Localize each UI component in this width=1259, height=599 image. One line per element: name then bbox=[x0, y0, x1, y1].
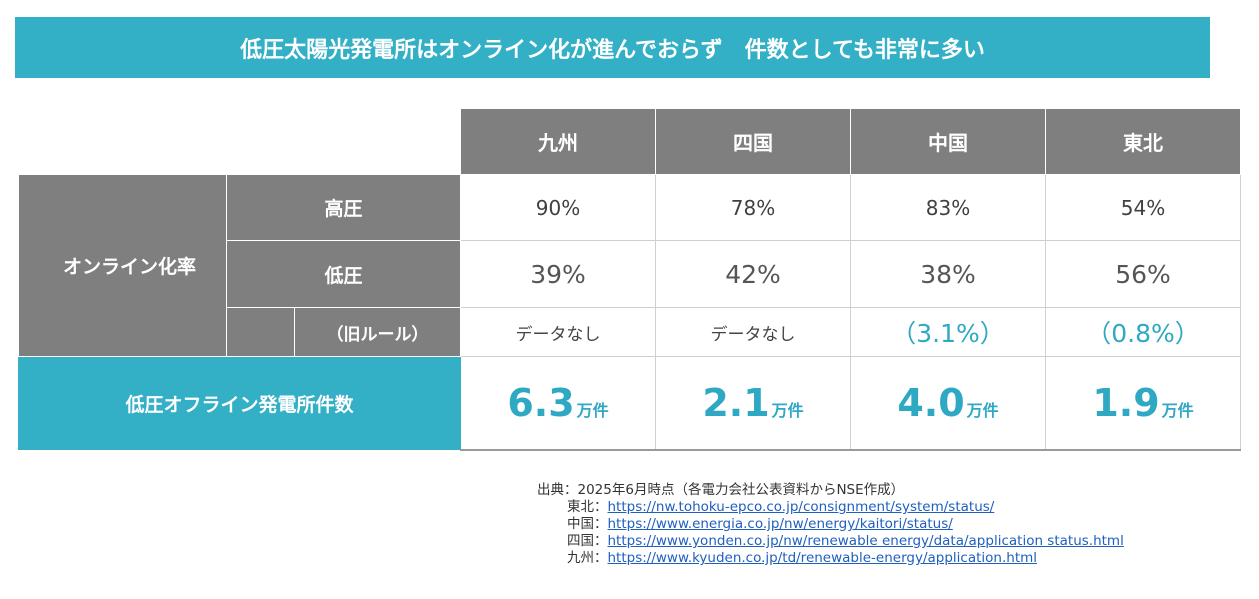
old-rule-kyushu: データなし bbox=[460, 307, 656, 357]
region-header-shikoku: 四国 bbox=[655, 108, 851, 175]
region-header-tohoku: 東北 bbox=[1045, 108, 1241, 175]
source-heading: 出典：2025年6月時点（各電力会社公表資料からNSE作成） bbox=[537, 482, 905, 498]
source-link-chugoku[interactable]: https://www.energia.co.jp/nw/energy/kait… bbox=[607, 516, 953, 532]
source-line-chugoku: 中国：https://www.energia.co.jp/nw/energy/k… bbox=[537, 516, 1124, 533]
region-header-kyushu: 九州 bbox=[460, 108, 656, 175]
old-rule-label: （旧ルール） bbox=[294, 307, 461, 357]
offline-chugoku: 4.0 万件 bbox=[850, 356, 1046, 451]
high-voltage-shikoku: 78% bbox=[655, 174, 851, 241]
online-rate-label: オンライン化率 bbox=[18, 174, 227, 357]
source-line-shikoku: 四国：https://www.yonden.co.jp/nw/renewable… bbox=[537, 533, 1124, 550]
source-region-chugoku: 中国： bbox=[567, 516, 608, 532]
offline-kyushu: 6.3 万件 bbox=[460, 356, 656, 451]
low-voltage-row: 低圧 39% 42% 38% 56% bbox=[19, 240, 1241, 308]
high-voltage-kyushu: 90% bbox=[460, 174, 656, 241]
high-voltage-chugoku: 83% bbox=[850, 174, 1046, 241]
offline-shikoku-value: 2.1 bbox=[702, 380, 770, 425]
old-rule-tohoku: （0.8%） bbox=[1045, 307, 1241, 357]
low-voltage-shikoku: 42% bbox=[655, 240, 851, 308]
corner-blank bbox=[18, 108, 461, 175]
high-voltage-label: 高圧 bbox=[226, 174, 461, 241]
old-rule-shikoku: データなし bbox=[655, 307, 851, 357]
source-region-tohoku: 東北： bbox=[567, 499, 608, 515]
offline-count-label: 低圧オフライン発電所件数 bbox=[18, 356, 461, 450]
source-link-tohoku[interactable]: https://nw.tohoku-epco.co.jp/consignment… bbox=[607, 499, 995, 515]
source-line-kyushu: 九州：https://www.kyuden.co.jp/td/renewable… bbox=[537, 550, 1124, 567]
source-link-kyushu[interactable]: https://www.kyuden.co.jp/td/renewable-en… bbox=[607, 550, 1038, 566]
old-rule-spacer bbox=[226, 307, 295, 357]
online-rate-table: 九州 四国 中国 東北 オンライン化率 高圧 90% 78% 83% 54% 低… bbox=[18, 108, 1241, 451]
offline-tohoku-value: 1.9 bbox=[1092, 380, 1160, 425]
offline-kyushu-value: 6.3 bbox=[507, 380, 575, 425]
header-row: 九州 四国 中国 東北 bbox=[18, 108, 1241, 175]
low-voltage-tohoku: 56% bbox=[1045, 240, 1241, 308]
offline-kyushu-unit: 万件 bbox=[576, 400, 609, 420]
low-voltage-kyushu: 39% bbox=[460, 240, 656, 308]
high-voltage-tohoku: 54% bbox=[1045, 174, 1241, 241]
offline-row: 低圧オフライン発電所件数 6.3 万件 2.1 万件 4.0 万件 1.9 万件 bbox=[18, 356, 1241, 451]
offline-shikoku: 2.1 万件 bbox=[655, 356, 851, 451]
offline-shikoku-unit: 万件 bbox=[771, 400, 804, 420]
page-title: 低圧太陽光発電所はオンライン化が進んでおらず 件数としても非常に多い bbox=[15, 17, 1210, 78]
region-header-chugoku: 中国 bbox=[850, 108, 1046, 175]
old-rule-chugoku: （3.1%） bbox=[850, 307, 1046, 357]
offline-tohoku-unit: 万件 bbox=[1161, 400, 1194, 420]
source-link-shikoku[interactable]: https://www.yonden.co.jp/nw/renewable en… bbox=[607, 533, 1124, 549]
low-voltage-label: 低圧 bbox=[226, 240, 461, 308]
source-region-kyushu: 九州： bbox=[567, 550, 608, 566]
offline-chugoku-unit: 万件 bbox=[966, 400, 999, 420]
old-rule-row: （旧ルール） データなし データなし （3.1%） （0.8%） bbox=[19, 307, 1241, 357]
low-voltage-chugoku: 38% bbox=[850, 240, 1046, 308]
high-voltage-row: オンライン化率 高圧 90% 78% 83% 54% bbox=[18, 174, 1241, 357]
offline-chugoku-value: 4.0 bbox=[897, 380, 965, 425]
source-line-tohoku: 東北：https://nw.tohoku-epco.co.jp/consignm… bbox=[537, 499, 1124, 516]
offline-tohoku: 1.9 万件 bbox=[1045, 356, 1241, 451]
source-region-shikoku: 四国： bbox=[567, 533, 608, 549]
source-notes: 出典：2025年6月時点（各電力会社公表資料からNSE作成） 東北：https:… bbox=[537, 482, 1124, 567]
